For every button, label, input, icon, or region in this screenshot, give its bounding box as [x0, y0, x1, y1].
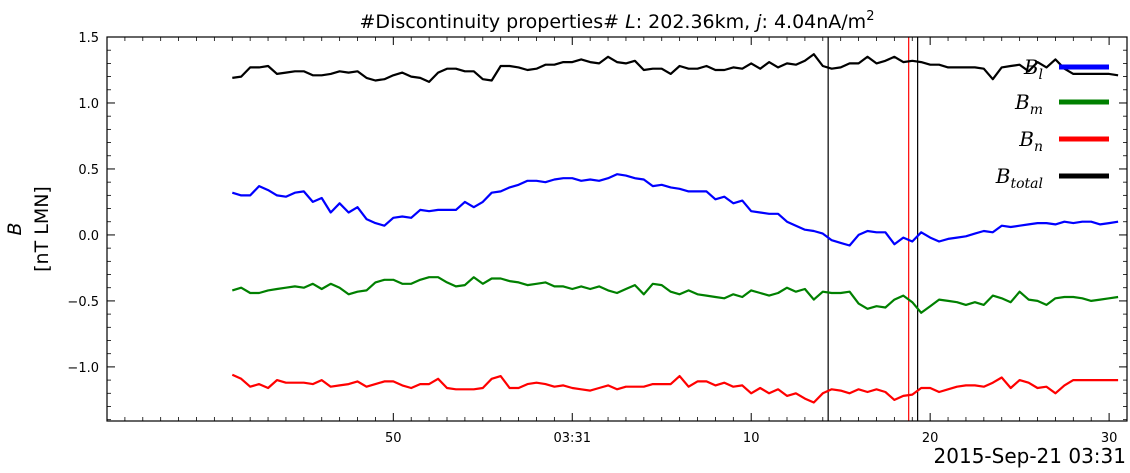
x-tick-label: 50	[385, 431, 402, 446]
y-axis-label: B	[4, 222, 26, 235]
x-tick-label: 10	[743, 431, 760, 446]
legend-label: Btotal	[995, 164, 1043, 192]
x-tick-label: 30	[1101, 431, 1118, 446]
series-line-b_total	[232, 53, 1119, 84]
plot-frame	[106, 36, 1128, 422]
x-tick-labels: 50 03:31 10 20 30	[385, 431, 1117, 446]
y-tick-label: −0.5	[67, 295, 99, 310]
x-tick-label: 03:31	[554, 431, 591, 446]
y-tick-label: 1.5	[78, 31, 99, 46]
legend-label: Bm	[1014, 90, 1043, 118]
series-lines	[231, 53, 1119, 404]
y-tick-label: 0.0	[78, 229, 99, 244]
event-markers	[827, 37, 919, 421]
y-tick-label: 1.0	[78, 97, 99, 112]
y-tick-label: −1.0	[67, 361, 99, 376]
legend-label: Bn	[1018, 127, 1043, 155]
axis-ticks	[106, 36, 1128, 421]
legend-label: Bl	[1023, 55, 1043, 83]
series-line-b_m	[231, 276, 1119, 314]
x-tick-label: 20	[922, 431, 939, 446]
y-tick-label: 0.5	[78, 163, 99, 178]
series-line-b_l	[231, 173, 1119, 247]
y-tick-labels: 1.5 1.0 0.5 0.0 −0.5 −1.0	[67, 31, 99, 376]
legend: Bl Bm Bn Btotal	[995, 55, 1109, 192]
series-line-b_n	[231, 373, 1119, 404]
y-axis-unit: [nT LMN]	[31, 186, 53, 272]
x-date-label: 2015-Sep-21 03:31	[934, 444, 1126, 468]
chart-title: #Discontinuity properties# L: 202.36km, …	[360, 9, 875, 33]
plot-area	[106, 36, 1128, 422]
